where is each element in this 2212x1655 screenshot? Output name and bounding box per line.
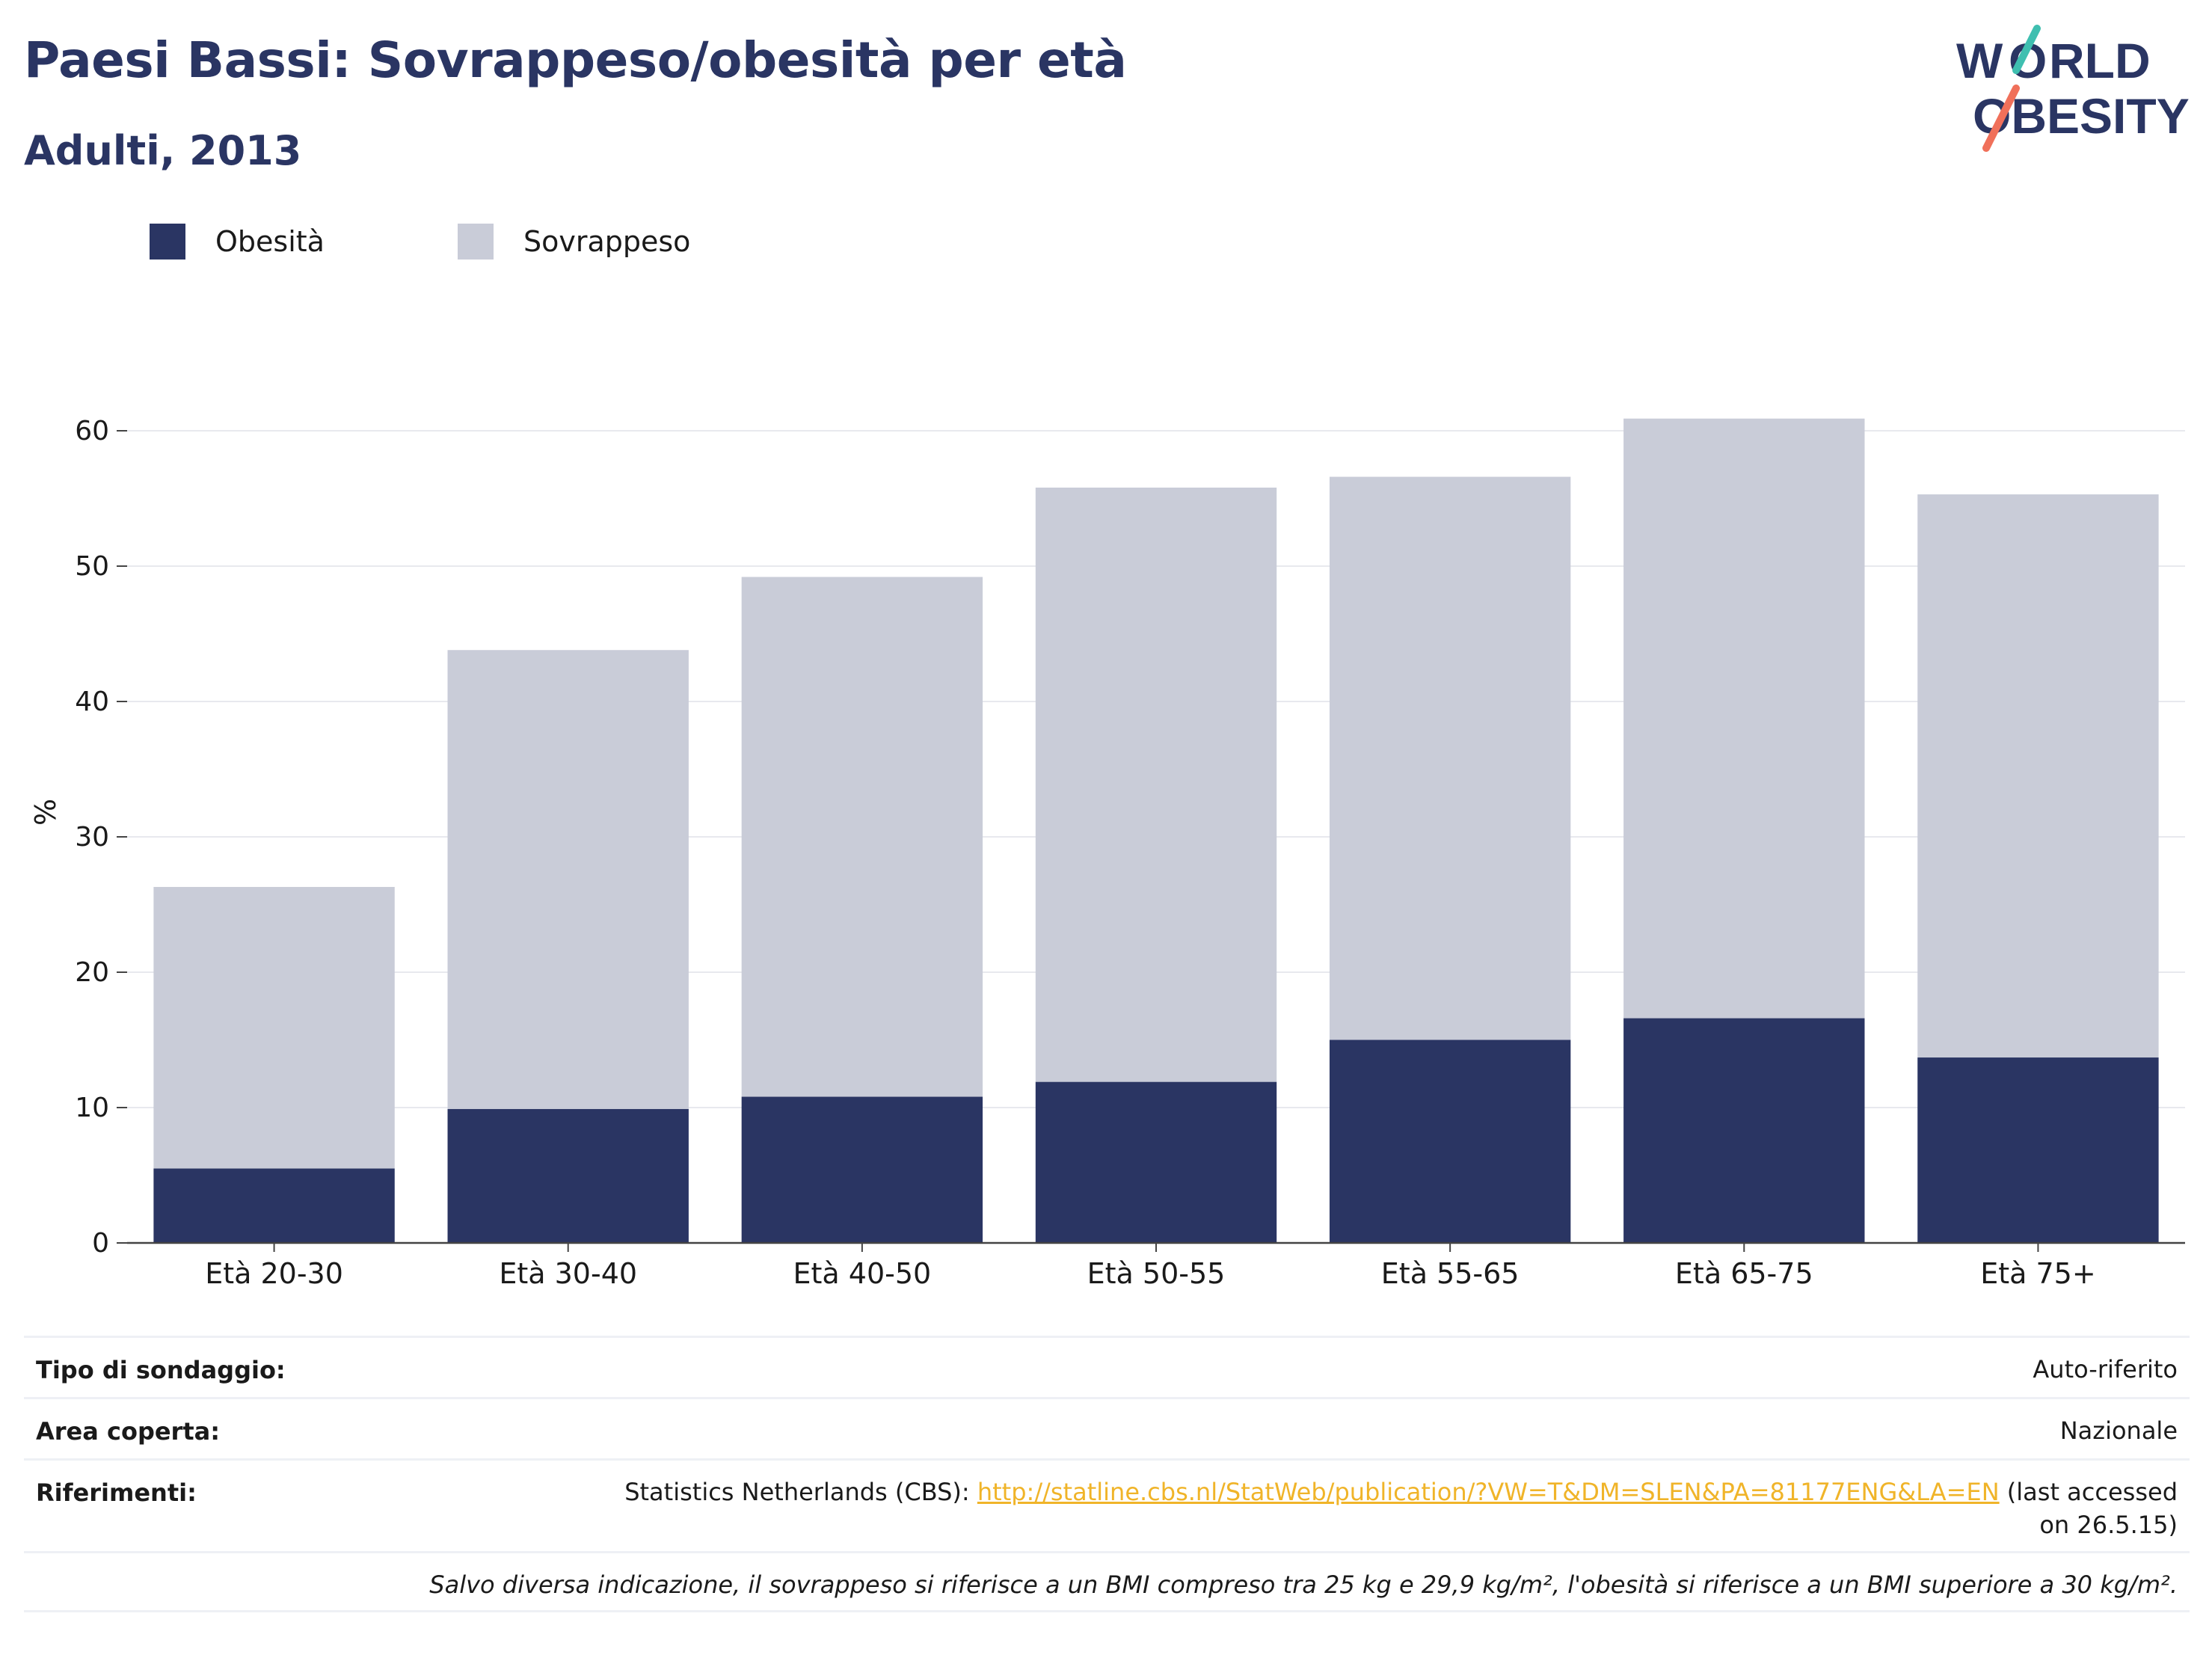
y-tick-label: 60 — [75, 416, 109, 446]
references-link[interactable]: http://statline.cbs.nl/StatWeb/publicati… — [977, 1478, 2000, 1506]
y-tick-label: 0 — [92, 1228, 109, 1259]
survey-type-value: Auto-riferito — [2033, 1355, 2178, 1384]
references-accessed: (last accessed on 26.5.15) — [1999, 1478, 2178, 1539]
legend-item-overweight[interactable]: Sovrappeso — [458, 223, 690, 260]
y-tick-label: 20 — [75, 957, 109, 988]
bar-obesity[interactable] — [1329, 1040, 1571, 1244]
footnote: Salvo diversa indicazione, il sovrappeso… — [429, 1570, 2178, 1599]
references-value: Statistics Netherlands (CBS): http://sta… — [36, 1476, 2178, 1541]
y-tick-label: 10 — [75, 1093, 109, 1123]
x-tick-label: Età 65-75 — [1675, 1257, 1813, 1290]
bar-overweight[interactable] — [1917, 494, 2159, 1058]
legend-swatch-obesity — [150, 224, 185, 260]
survey-type-label: Tipo di sondaggio: — [36, 1356, 286, 1384]
svg-text:W: W — [1956, 33, 2003, 88]
bar-obesity[interactable] — [447, 1108, 689, 1243]
bar-obesity[interactable] — [1917, 1057, 2159, 1243]
bar-obesity[interactable] — [153, 1168, 395, 1243]
bar-overweight[interactable] — [1623, 418, 1865, 1019]
world-obesity-logo: W O RLD OBESITY — [1956, 25, 2190, 152]
page-subtitle: Adulti, 2013 — [24, 127, 302, 174]
y-axis-label: % — [29, 799, 62, 826]
bar-obesity[interactable] — [1623, 1018, 1865, 1243]
bar-overweight[interactable] — [1329, 476, 1571, 1040]
info-table: Tipo di sondaggio: Auto-riferito Area co… — [24, 1336, 2190, 1612]
info-row-footnote: Salvo diversa indicazione, il sovrappeso… — [24, 1551, 2190, 1612]
info-row-references: Riferimenti: Statistics Netherlands (CBS… — [24, 1458, 2190, 1551]
stacked-bar-chart: 0 10 20 30 40 50 60 Età 20-30 Età 30-40 Età 40-50… — [29, 416, 2185, 1290]
svg-text:RLD: RLD — [2049, 33, 2151, 88]
bar-obesity[interactable] — [741, 1096, 983, 1243]
x-tick-label: Età 30-40 — [499, 1257, 637, 1290]
bar-overweight[interactable] — [153, 886, 395, 1169]
y-tick-label: 50 — [75, 551, 109, 582]
legend-item-obesity[interactable]: Obesità — [150, 223, 325, 260]
references-source: Statistics Netherlands (CBS): — [624, 1478, 977, 1506]
x-tick-label: Età 20-30 — [205, 1257, 343, 1290]
y-tick-label: 30 — [75, 822, 109, 853]
bar-overweight[interactable] — [741, 577, 983, 1097]
x-tick-label: Età 50-55 — [1087, 1257, 1226, 1290]
area-label: Area coperta: — [36, 1417, 221, 1446]
page-title: Paesi Bassi: Sovrappeso/obesità per età — [24, 31, 1127, 89]
y-tick-label: 40 — [75, 687, 109, 717]
bar-overweight[interactable] — [1035, 488, 1277, 1082]
references-label: Riferimenti: — [36, 1479, 197, 1507]
legend-label-obesity: Obesità — [215, 225, 325, 258]
bar-overweight[interactable] — [447, 650, 689, 1109]
legend-label-overweight: Sovrappeso — [523, 225, 691, 258]
info-row-area: Area coperta: Nazionale — [24, 1397, 2190, 1458]
info-row-survey-type: Tipo di sondaggio: Auto-riferito — [24, 1336, 2190, 1397]
x-tick-label: Età 55-65 — [1381, 1257, 1520, 1290]
x-tick-label: Età 40-50 — [793, 1257, 932, 1290]
bar-obesity[interactable] — [1035, 1081, 1277, 1243]
x-tick-label: Età 75+ — [1980, 1257, 2095, 1290]
legend-swatch-overweight — [458, 224, 494, 260]
area-value: Nazionale — [2059, 1416, 2178, 1445]
